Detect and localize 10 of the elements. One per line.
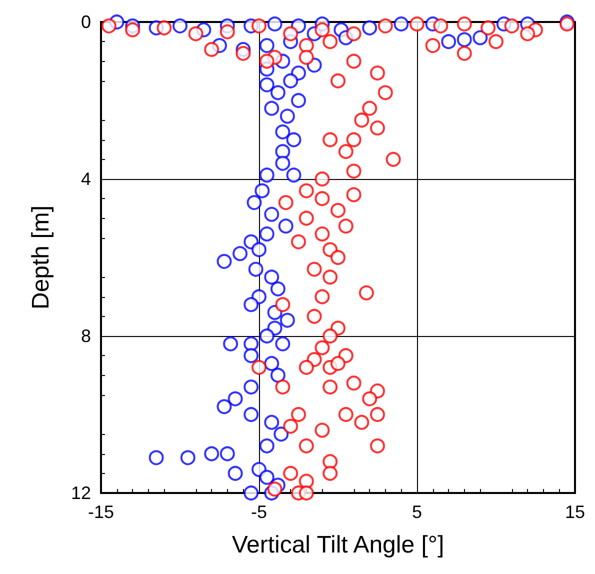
- y-tick-label: 0: [80, 12, 91, 32]
- y-tick-label: 8: [80, 326, 91, 346]
- x-axis-title: Vertical Tilt Angle [°]: [232, 532, 444, 558]
- y-tick-label: 12: [70, 483, 91, 503]
- x-tick-label: -5: [250, 502, 268, 522]
- x-tick-label: 5: [412, 502, 422, 522]
- x-tick-label: -15: [88, 502, 114, 522]
- y-tick-label: 4: [80, 169, 91, 189]
- y-axis-title: Depth [m]: [28, 205, 54, 310]
- x-tick-label: 15: [564, 502, 586, 522]
